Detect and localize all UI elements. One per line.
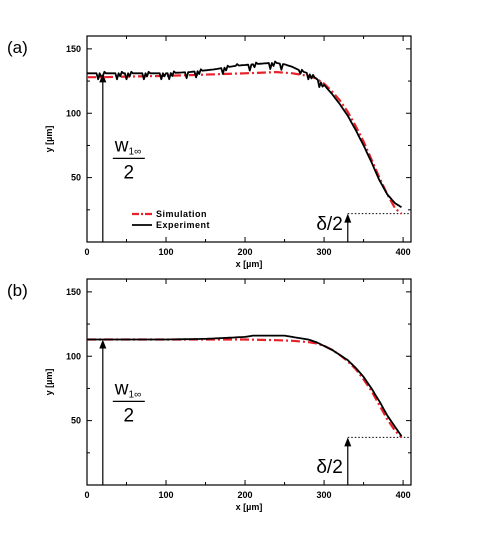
- x-tick-label: 300: [317, 247, 332, 257]
- delta-arrowhead: [344, 437, 352, 447]
- x-tick-label: 200: [238, 490, 253, 500]
- legend-label-experiment: Experiment: [156, 220, 210, 230]
- y-tick-label: 100: [66, 351, 81, 361]
- w-denominator: 2: [124, 405, 135, 426]
- x-tick-label: 200: [238, 247, 253, 257]
- w-subscript: 1∞: [129, 389, 142, 400]
- half-width-arrowhead: [99, 339, 107, 349]
- panel-label: (b): [7, 281, 28, 300]
- y-tick-label: 150: [66, 44, 81, 54]
- w-letter: w: [114, 378, 129, 399]
- y-axis-label: y [µm]: [44, 126, 54, 153]
- y-tick-label: 150: [66, 287, 81, 297]
- y-tick-label: 100: [66, 108, 81, 118]
- w-label: w1∞: [114, 135, 141, 157]
- series-line-simulation: [87, 70, 403, 215]
- plot-frame: [86, 35, 412, 243]
- legend-label-simulation: Simulation: [156, 209, 207, 219]
- x-tick-label: 100: [159, 490, 174, 500]
- y-axis-label: y [µm]: [44, 369, 54, 396]
- plot-frame: [86, 278, 412, 486]
- x-tick-label: 400: [396, 247, 411, 257]
- delta-arrowhead: [344, 213, 352, 223]
- w-subscript: 1∞: [129, 146, 142, 157]
- w-label: w1∞: [114, 378, 141, 400]
- x-tick-label: 400: [396, 490, 411, 500]
- x-tick-label: 0: [84, 247, 89, 257]
- series-line-experiment: [87, 334, 403, 437]
- x-tick-label: 0: [84, 490, 89, 500]
- x-axis-label: x [µm]: [236, 502, 263, 512]
- delta-label: δ/2: [316, 457, 342, 478]
- y-tick-label: 50: [71, 173, 81, 183]
- w-denominator: 2: [124, 162, 135, 183]
- x-axis-label: x [µm]: [236, 259, 263, 269]
- y-tick-label: 50: [71, 416, 81, 426]
- half-width-arrowhead: [99, 73, 107, 83]
- x-tick-label: 300: [317, 490, 332, 500]
- x-tick-label: 100: [159, 247, 174, 257]
- panel-label: (a): [7, 38, 28, 57]
- w-letter: w: [114, 135, 129, 156]
- series-line-experiment: [87, 60, 402, 208]
- panel-b: 0 100 200 300 400 50 100 150 x [µm] y [µm] (b) w1∞ 2…: [7, 278, 412, 512]
- panel-a: 0 100 200 300 400 50 100 150 x [µm] y [µm] (a) w1∞ 2…: [7, 35, 412, 269]
- delta-label: δ/2: [316, 214, 342, 235]
